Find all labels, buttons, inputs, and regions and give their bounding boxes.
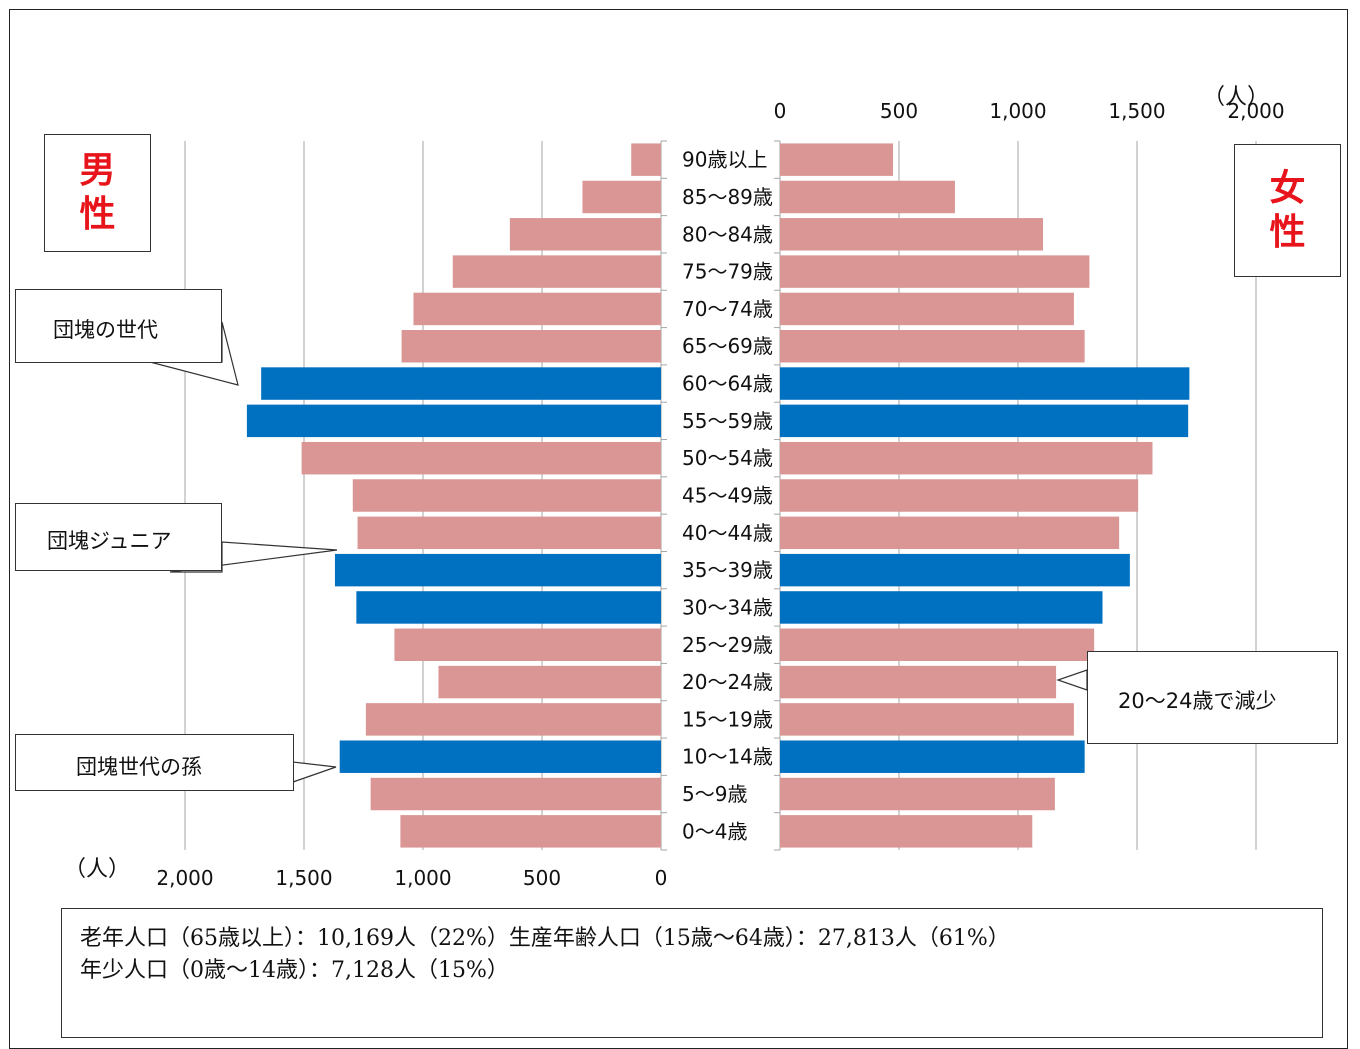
bar-female [780, 180, 955, 214]
bar-male [334, 553, 661, 587]
bar-female [780, 330, 1085, 363]
bar-male [261, 367, 661, 400]
tick-label-male: 2,000 [156, 866, 213, 890]
tick-label-female: 500 [880, 99, 918, 123]
callout-boomer-grandchildren: 団塊世代の孫 [15, 734, 294, 791]
bar-female [780, 591, 1103, 624]
tick-label-female: 1,000 [989, 99, 1046, 123]
age-label: 45～49歳 [682, 484, 773, 508]
bar-male [452, 255, 661, 288]
age-label: 25～29歳 [682, 633, 773, 657]
age-label: 10～14歳 [682, 745, 773, 769]
bar-male [400, 815, 661, 848]
tick-label-female: 1,500 [1108, 99, 1165, 123]
bar-male [301, 441, 661, 475]
tick-label-male: 1,000 [394, 866, 451, 890]
callout-boomer-grandchildren-text: 団塊世代の孫 [76, 755, 202, 779]
age-label: 70～74歳 [682, 297, 773, 321]
bar-female [780, 665, 1057, 699]
bar-female [780, 703, 1074, 736]
population-pyramid-chart: 90歳以上 85～89歳 80～84歳 75～79歳 70～74歳 65～69歳 60～64… [64, 85, 1285, 890]
tick-label-male: 0 [655, 866, 668, 890]
tick-label-female: 0 [774, 99, 787, 123]
male-label: 男性 [79, 150, 116, 235]
callout-boomers: 団塊の世代 [15, 289, 222, 363]
callout-decline-text: 20～24歳で減少 [1118, 689, 1277, 713]
summary-line-1: 老年人口（65歳以上）：10,169人（22%）生産年齢人口（15歳～64歳）：… [80, 926, 1010, 951]
female-label-box: 女性 [1234, 144, 1341, 277]
summary-line-2: 年少人口（0歳～14歳）：7,128人（15%） [80, 958, 509, 983]
bar-male [394, 628, 661, 661]
callout-decline: 20～24歳で減少 [1087, 651, 1338, 744]
bar-female [780, 628, 1095, 661]
bar-male [413, 292, 661, 326]
callout-boomers-text: 団塊の世代 [53, 318, 158, 342]
tick-label-male: 500 [523, 866, 561, 890]
age-label: 60～64歳 [682, 372, 773, 396]
bar-female [780, 740, 1085, 773]
age-label: 0～4歳 [682, 819, 747, 843]
male-label-box: 男性 [44, 134, 151, 252]
age-label: 50～54歳 [682, 446, 773, 470]
bar-female [780, 441, 1153, 475]
age-label: 75～79歳 [682, 260, 773, 284]
age-label: 5～9歳 [682, 782, 747, 806]
bar-male [356, 591, 661, 624]
age-labels: 90歳以上 85～89歳 80～84歳 75～79歳 70～74歳 65～69歳 60～64… [682, 148, 773, 844]
bar-male [631, 143, 661, 176]
bar-male [438, 665, 661, 699]
bar-male [509, 218, 661, 251]
callout-boomer-juniors-text: 団塊ジュニア [47, 529, 172, 553]
bar-female [780, 404, 1189, 438]
bar-female [780, 553, 1130, 587]
bars [246, 143, 1190, 848]
age-label: 35～39歳 [682, 558, 773, 582]
age-label: 30～34歳 [682, 595, 773, 619]
bar-female [780, 777, 1055, 811]
bar-female [780, 218, 1043, 251]
bar-male [246, 404, 661, 438]
age-label: 55～59歳 [682, 409, 773, 433]
bar-male [365, 703, 661, 736]
bar-female [780, 367, 1190, 400]
age-label: 90歳以上 [682, 148, 767, 172]
unit-label-bottom: （人） [64, 857, 130, 882]
bar-female [780, 479, 1139, 512]
bar-male [357, 516, 661, 550]
age-label: 65～69歳 [682, 334, 773, 358]
age-label: 15～19歳 [682, 707, 773, 731]
unit-label-top: （人） [1203, 85, 1269, 110]
bar-female [780, 143, 894, 176]
tick-labels: 0 0 500 500 1,000 1,000 1,500 1,500 2,000 2,000 [156, 99, 1284, 890]
age-label: 20～24歳 [682, 670, 773, 694]
bar-male [582, 180, 661, 214]
bar-male [370, 777, 661, 811]
bar-male [339, 740, 661, 773]
bar-male [352, 479, 661, 512]
bar-female [780, 516, 1120, 550]
age-label: 80～84歳 [682, 222, 773, 246]
bar-female [780, 255, 1090, 288]
callout-boomer-juniors: 団塊ジュニア [15, 503, 222, 571]
tick-label-female: 2,000 [1227, 99, 1284, 123]
age-label: 40～44歳 [682, 521, 773, 545]
age-label: 85～89歳 [682, 185, 773, 209]
tick-label-male: 1,500 [275, 866, 332, 890]
bar-male [401, 330, 661, 363]
female-label: 女性 [1269, 167, 1306, 253]
bar-female [780, 815, 1033, 848]
bar-female [780, 292, 1074, 326]
population-summary: 老年人口（65歳以上）：10,169人（22%）生産年齢人口（15歳～64歳）：… [61, 908, 1323, 1038]
